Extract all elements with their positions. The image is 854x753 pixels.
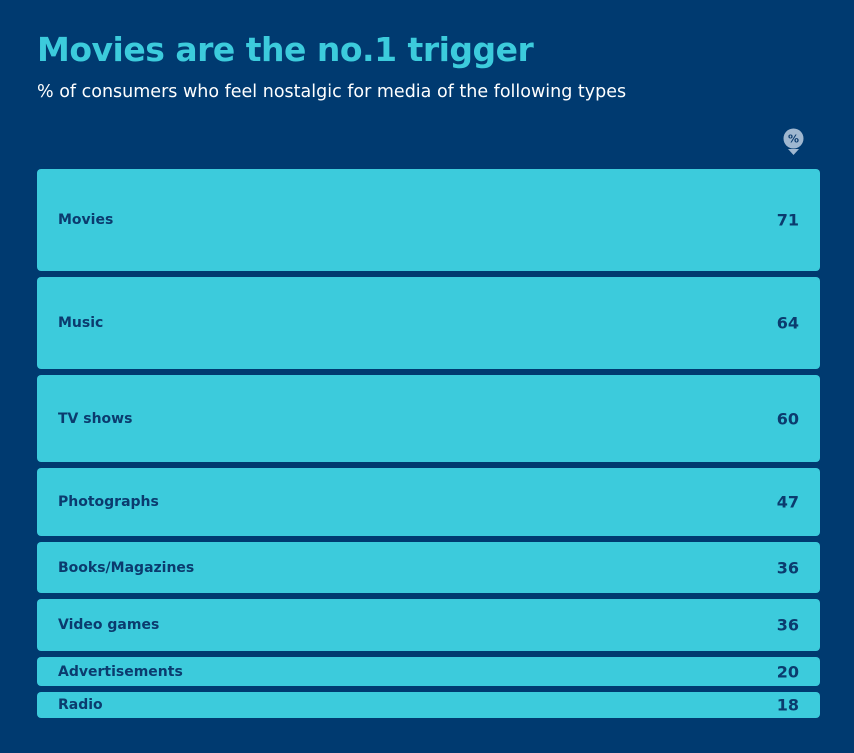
bar-value: 18 bbox=[776, 695, 799, 715]
bar-label: Photographs bbox=[58, 493, 159, 510]
bar-label: Music bbox=[58, 315, 104, 332]
bar-value: 36 bbox=[776, 558, 799, 578]
bar-value: 36 bbox=[776, 615, 799, 635]
page-subtitle: % of consumers who feel nostalgic for me… bbox=[37, 82, 627, 102]
bar-value: 71 bbox=[776, 210, 799, 230]
bar-value: 20 bbox=[776, 662, 799, 682]
bar-label: Movies bbox=[58, 212, 114, 229]
page-title: Movies are the no.1 trigger bbox=[37, 30, 534, 69]
bar-label: Books/Magazines bbox=[58, 559, 195, 576]
bar-photographs: Photographs 47 bbox=[37, 467, 820, 536]
bar-movies: Movies 71 bbox=[37, 169, 820, 272]
bar-value: 64 bbox=[776, 313, 799, 333]
bar-books-magazines: Books/Magazines 36 bbox=[37, 541, 820, 594]
bar-value: 60 bbox=[776, 409, 799, 429]
bar-label: TV shows bbox=[58, 410, 133, 427]
percent-unit-icon: % bbox=[783, 128, 804, 155]
svg-text:%: % bbox=[788, 133, 799, 146]
bar-video-games: Video games 36 bbox=[37, 599, 820, 652]
bar-label: Advertisements bbox=[58, 663, 183, 680]
bar-radio: Radio 18 bbox=[37, 692, 820, 718]
bar-tv-shows: TV shows 60 bbox=[37, 375, 820, 462]
bar-value: 47 bbox=[776, 492, 799, 512]
bar-label: Radio bbox=[58, 697, 103, 714]
bar-music: Music 64 bbox=[37, 277, 820, 370]
bar-advertisements: Advertisements 20 bbox=[37, 657, 820, 687]
bar-label: Video games bbox=[58, 617, 160, 634]
